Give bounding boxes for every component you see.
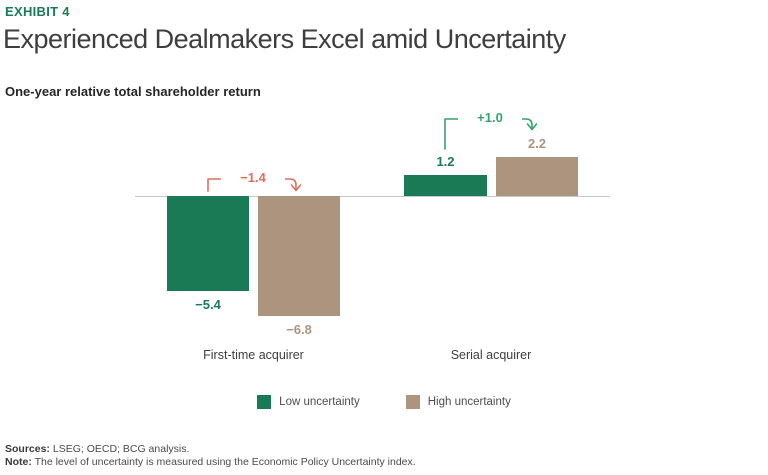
bar-serial-low-uncertainty — [404, 175, 487, 196]
footer-note: Note: The level of uncertainty is measur… — [5, 456, 758, 469]
footer-sources-label: Sources: — [5, 443, 50, 455]
legend-swatch-low-uncertainty-icon — [257, 395, 272, 409]
category-label-serial-acquirer: Serial acquirer — [450, 348, 532, 362]
bar-first-time-high-uncertainty — [258, 196, 340, 316]
legend-item-low-uncertainty: Low uncertainty — [257, 395, 360, 409]
footer-note-label: Note: — [5, 455, 32, 468]
legend-item-high-uncertainty: High uncertainty — [405, 395, 511, 409]
bar-value-label: 1.2 — [436, 154, 455, 169]
footer-sources-text: LSEG; OECD; BCG analysis. — [52, 443, 190, 455]
bar-first-time-low-uncertainty — [167, 196, 249, 291]
legend-label: Low uncertainty — [279, 396, 360, 408]
legend: Low uncertainty High uncertainty — [0, 395, 768, 409]
chart-subtitle: One-year relative total shareholder retu… — [5, 84, 261, 99]
exhibit-label: EXHIBIT 4 — [5, 4, 70, 19]
bar-value-label: −6.8 — [286, 322, 312, 337]
delta-label-first-time: −1.4 — [221, 170, 285, 186]
delta-label-serial: +1.0 — [458, 110, 522, 126]
page-title: Experienced Dealmakers Excel amid Uncert… — [3, 24, 566, 54]
zero-baseline-axis — [135, 196, 610, 197]
footer-sources: Sources: LSEG; OECD; BCG analysis. — [5, 443, 758, 456]
footer: Sources: LSEG; OECD; BCG analysis. Note:… — [5, 443, 758, 468]
bar-value-label: 2.2 — [527, 136, 547, 151]
legend-swatch-high-uncertainty-icon — [405, 395, 420, 409]
footer-note-text: The level of uncertainty is measured usi… — [34, 455, 416, 468]
bar-serial-high-uncertainty — [496, 157, 578, 196]
category-label-first-time-acquirer: First-time acquirer — [203, 348, 304, 362]
bar-value-label: −5.4 — [195, 297, 221, 312]
legend-label: High uncertainty — [427, 396, 511, 408]
